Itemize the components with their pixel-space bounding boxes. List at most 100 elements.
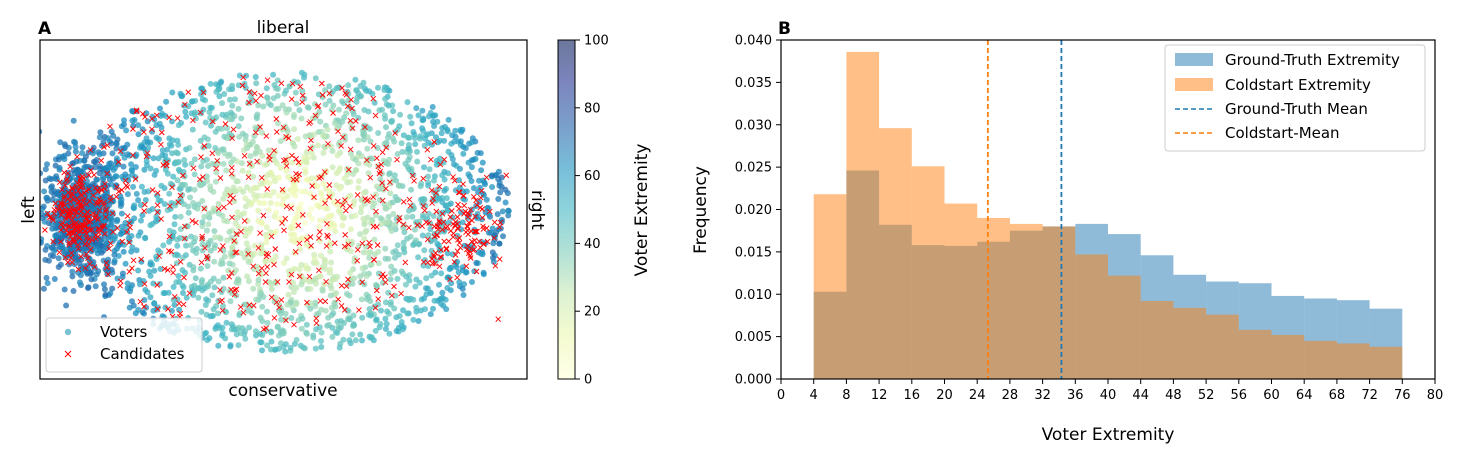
legend-a-box	[45, 317, 203, 373]
candidate-marker	[124, 229, 130, 236]
candidate-marker	[66, 241, 73, 248]
candidate-marker	[181, 235, 188, 242]
x-tick-label: 40	[1100, 388, 1117, 403]
voter-point	[364, 214, 371, 221]
voter-point	[111, 235, 118, 242]
voter-point	[109, 197, 116, 204]
candidate-marker	[163, 159, 170, 166]
voter-point	[185, 103, 192, 110]
candidate-marker	[286, 279, 292, 285]
voter-point	[140, 278, 147, 284]
voter-point	[123, 127, 130, 134]
voter-point	[260, 103, 267, 110]
voter-point	[198, 279, 205, 286]
voter-point	[316, 204, 323, 210]
candidate-marker	[468, 238, 475, 245]
voter-point	[347, 226, 354, 233]
voter-point	[453, 264, 460, 271]
candidate-marker	[91, 172, 97, 178]
voter-point	[301, 219, 308, 226]
voter-point	[259, 347, 265, 354]
voter-point	[142, 286, 149, 293]
candidate-marker	[439, 210, 446, 217]
voter-point	[240, 188, 247, 195]
voter-point	[448, 280, 455, 287]
voter-point	[364, 145, 371, 152]
voter-point	[444, 285, 451, 291]
voter-point	[345, 82, 352, 89]
candidate-marker	[240, 309, 247, 316]
voter-point	[427, 311, 434, 318]
voter-point	[365, 108, 372, 115]
voter-point	[168, 200, 175, 206]
voter-point	[275, 345, 282, 352]
voter-point	[480, 271, 487, 278]
voter-point	[451, 138, 458, 145]
candidate-marker	[479, 214, 486, 221]
voter-point	[247, 153, 254, 160]
voter-point	[163, 98, 170, 105]
voter-point	[500, 233, 506, 240]
voter-point	[430, 305, 436, 312]
voter-point	[241, 210, 248, 217]
candidate-marker	[299, 92, 306, 99]
candidate-marker	[374, 242, 381, 248]
voter-point	[318, 306, 325, 313]
voter-point	[229, 102, 236, 109]
voter-point	[308, 206, 315, 213]
voter-point	[113, 141, 120, 147]
voter-point	[279, 102, 286, 109]
voter-point	[126, 304, 133, 311]
panel-a: A liberal conservative left right Voters…	[19, 18, 652, 401]
voter-point	[494, 211, 501, 218]
candidate-marker	[219, 307, 226, 314]
voter-point	[151, 300, 158, 306]
candidate-marker	[101, 144, 107, 150]
voter-point	[382, 255, 389, 262]
voter-point	[259, 129, 265, 136]
candidate-marker	[476, 238, 483, 245]
voter-point	[224, 237, 231, 244]
candidate-marker	[452, 223, 459, 229]
candidate-marker	[356, 307, 362, 313]
coldstart-bar	[977, 217, 1010, 379]
voter-point	[427, 226, 434, 233]
candidate-marker	[81, 190, 88, 197]
voter-point	[298, 115, 305, 122]
voter-point	[422, 306, 428, 313]
candidate-marker	[85, 172, 92, 178]
voter-point	[495, 196, 502, 202]
voter-point	[495, 168, 502, 175]
candidate-marker	[309, 183, 316, 189]
voter-point	[321, 143, 328, 150]
coldstart-bar	[1304, 340, 1337, 379]
candidate-marker	[81, 223, 88, 230]
candidate-marker	[215, 205, 222, 212]
voter-point	[413, 276, 420, 283]
voter-point	[252, 74, 259, 80]
voter-point	[124, 151, 131, 158]
candidate-marker	[62, 182, 68, 188]
voter-point	[406, 297, 413, 304]
voter-point	[283, 255, 290, 262]
voter-point	[267, 102, 274, 109]
voter-point	[318, 338, 324, 344]
candidate-marker	[164, 267, 171, 273]
candidate-marker	[246, 99, 252, 106]
voter-point	[490, 254, 496, 261]
voter-point	[456, 177, 462, 184]
voter-point	[302, 188, 308, 195]
candidate-marker	[228, 286, 234, 293]
candidate-marker	[496, 256, 503, 263]
candidate-marker	[396, 214, 403, 221]
voter-point	[42, 166, 49, 173]
voter-point	[400, 307, 407, 314]
voter-point	[183, 113, 190, 120]
voter-point	[164, 146, 171, 153]
voter-point	[394, 151, 401, 157]
voter-point	[477, 150, 484, 157]
voter-point	[128, 218, 135, 225]
voter-point	[160, 290, 167, 297]
candidate-marker	[445, 238, 452, 245]
candidate-marker	[209, 118, 216, 125]
